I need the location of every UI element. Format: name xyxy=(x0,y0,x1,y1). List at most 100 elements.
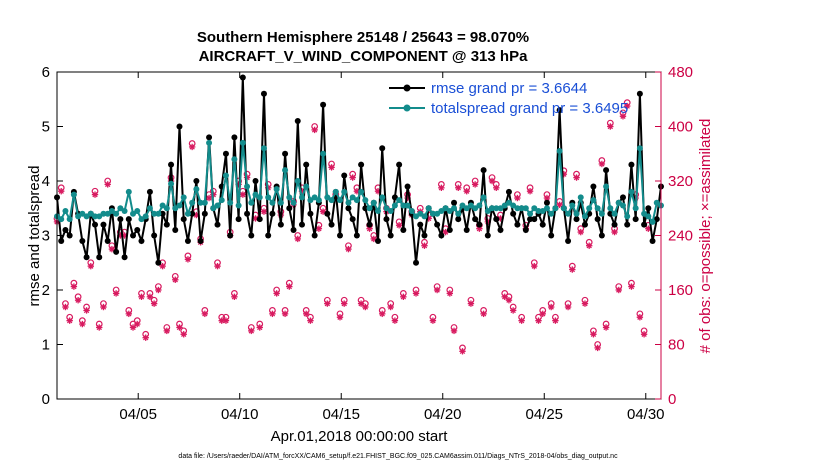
rmse-point xyxy=(543,199,550,206)
obs-assimilated-point xyxy=(273,290,280,297)
rmse-point xyxy=(227,232,234,239)
totalspread-point xyxy=(282,167,289,174)
y-left-tick-label: 2 xyxy=(42,282,50,299)
rmse-point xyxy=(201,210,208,217)
y-left-tick-label: 4 xyxy=(42,173,50,190)
obs-assimilated-point xyxy=(260,208,268,215)
totalspread-point xyxy=(201,199,208,206)
legend-spread-marker xyxy=(403,104,411,112)
totalspread-point xyxy=(286,194,293,201)
rmse-point xyxy=(146,188,153,195)
rmse-point xyxy=(252,178,259,184)
totalspread-point xyxy=(265,194,272,201)
rmse-point xyxy=(349,216,356,223)
totalspread-point xyxy=(581,213,588,220)
totalspread-point xyxy=(603,183,610,190)
rmse-point xyxy=(594,216,601,223)
rmse-point xyxy=(163,221,170,228)
totalspread-point xyxy=(451,205,458,212)
obs-assimilated-point xyxy=(607,123,614,130)
obs-assimilated-point xyxy=(172,276,179,283)
y-right-tick-label: 240 xyxy=(668,228,693,245)
obs-assimilated-point xyxy=(640,331,648,338)
totalspread-point xyxy=(518,205,525,212)
totalspread-point xyxy=(151,210,158,217)
rmse-point xyxy=(522,227,529,234)
rmse-point xyxy=(624,221,631,228)
y-right-tick-label: 320 xyxy=(668,173,693,190)
obs-assimilated-point xyxy=(438,184,445,192)
obs-assimilated-point xyxy=(569,266,576,273)
y-right-tick-label: 80 xyxy=(668,337,685,354)
totalspread-point xyxy=(168,180,175,187)
y-left-tick-label: 6 xyxy=(42,64,50,81)
rmse-point xyxy=(260,90,267,97)
totalspread-point xyxy=(649,218,656,225)
rmse-point xyxy=(286,205,293,212)
rmse-point xyxy=(510,210,517,217)
totalspread-point xyxy=(370,199,377,206)
rmse-point xyxy=(417,221,424,228)
totalspread-point xyxy=(611,210,618,217)
obs-assimilated-point xyxy=(433,286,441,294)
rmse-point xyxy=(265,232,272,239)
obs-assimilated-point xyxy=(518,317,525,324)
rmse-point xyxy=(565,237,572,244)
obs-assimilated-point xyxy=(624,102,631,110)
totalspread-point xyxy=(277,199,284,206)
obs-assimilated-point xyxy=(184,256,192,263)
totalspread-point xyxy=(66,216,73,223)
rmse-point xyxy=(184,237,191,244)
rmse-point xyxy=(463,227,470,234)
obs-assimilated-point xyxy=(100,303,107,311)
rmse-point xyxy=(590,183,597,190)
totalspread-point xyxy=(184,210,191,217)
rmse-point xyxy=(277,221,284,228)
totalspread-point xyxy=(548,210,555,217)
totalspread-point xyxy=(58,216,65,223)
obs-assimilated-point xyxy=(429,317,437,324)
totalspread-point xyxy=(586,205,593,212)
obs-assimilated-point xyxy=(66,317,73,324)
totalspread-point xyxy=(273,186,280,193)
totalspread-point xyxy=(294,178,301,184)
rmse-point xyxy=(134,227,141,234)
rmse-point xyxy=(476,221,483,228)
obs-assimilated-point xyxy=(83,307,90,314)
x-tick-label: 04/20 xyxy=(424,406,462,423)
obs-assimilated-point xyxy=(328,164,335,171)
obs-assimilated-point xyxy=(509,307,517,314)
totalspread-point xyxy=(628,188,635,195)
totalspread-point xyxy=(303,183,310,190)
rmse-point xyxy=(298,221,305,228)
obs-assimilated-point xyxy=(155,286,162,294)
rmse-point xyxy=(484,232,491,239)
rmse-point xyxy=(100,221,107,228)
totalspread-point xyxy=(455,210,462,217)
obs-assimilated-point xyxy=(395,222,403,229)
totalspread-point xyxy=(476,202,483,209)
totalspread-point xyxy=(425,205,432,212)
rmse-point xyxy=(172,227,179,234)
x-tick-label: 04/10 xyxy=(221,406,259,423)
obs-assimilated-point xyxy=(341,300,348,307)
rmse-point xyxy=(92,221,99,228)
obs-assimilated-point xyxy=(581,300,589,307)
rmse-point xyxy=(619,194,626,201)
rmse-point xyxy=(353,232,360,239)
rmse-point xyxy=(514,221,521,228)
totalspread-point xyxy=(345,199,352,206)
rmse-point xyxy=(480,167,487,174)
rmse-point xyxy=(539,221,546,228)
rmse-point xyxy=(96,254,103,261)
obs-assimilated-point xyxy=(222,317,230,324)
obs-assimilated-point xyxy=(455,184,462,192)
legend-rmse-label: rmse grand pr = 3.6644 xyxy=(431,80,587,97)
rmse-point xyxy=(531,216,538,223)
rmse-point xyxy=(421,232,428,239)
rmse-point xyxy=(121,254,128,261)
obs-assimilated-point xyxy=(628,283,635,290)
rmse-point xyxy=(248,232,255,239)
totalspread-point xyxy=(155,210,162,217)
obs-assimilated-point xyxy=(598,160,606,168)
